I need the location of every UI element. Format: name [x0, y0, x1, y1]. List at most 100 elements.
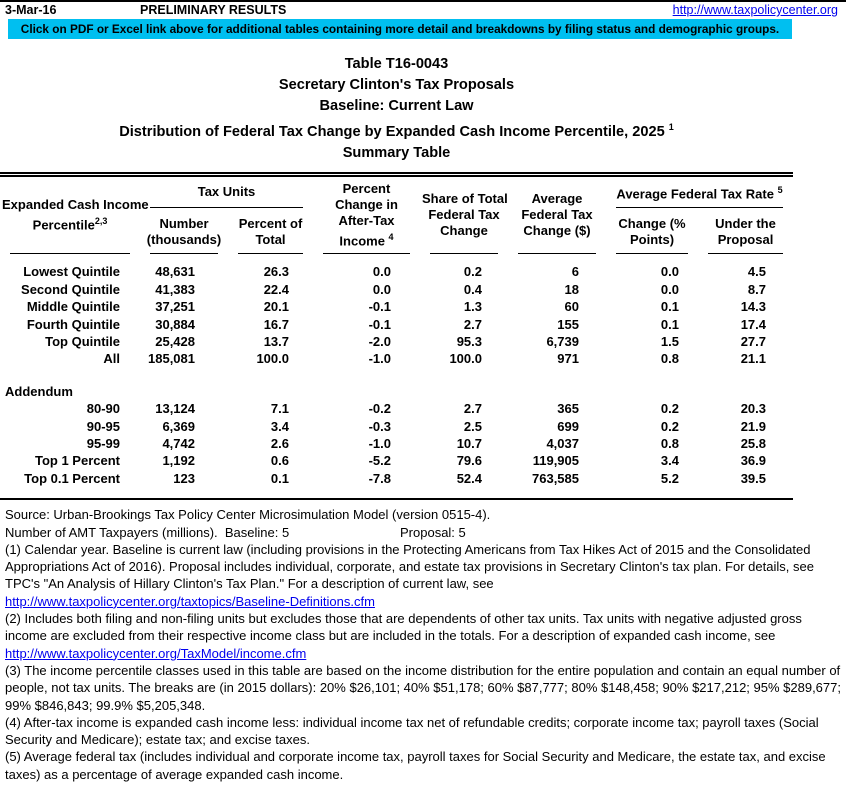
table-cell: 10.7 — [456, 436, 482, 452]
table-cell: 2.6 — [270, 436, 289, 452]
preliminary-results-label: PRELIMINARY RESULTS — [140, 3, 287, 17]
table-cell: 4,037 — [546, 436, 579, 452]
distribution-title: Distribution of Federal Tax Change by Ex… — [119, 122, 674, 140]
baseline-definitions-link[interactable]: http://www.taxpolicycenter.org/taxtopics… — [5, 593, 375, 609]
table-cell: 48,631 — [155, 264, 195, 280]
footnote-5: (5) Average federal tax (includes indivi… — [5, 749, 826, 782]
income-definition-link[interactable]: http://www.taxpolicycenter.org/TaxModel/… — [5, 645, 307, 661]
table-cell: 763,585 — [532, 470, 579, 486]
footnote-ref-1: 1 — [668, 122, 674, 132]
table-number-title: Table T16-0043 — [344, 56, 449, 72]
footnotes: Source: Urban-Brookings Tax Policy Cente… — [0, 506, 846, 783]
table-cell: 13.7 — [263, 333, 289, 349]
amt-baseline-label: Number of AMT Taxpayers (millions). Base… — [5, 524, 290, 540]
table-cell: 13,124 — [155, 401, 195, 417]
table-cell: 1,192 — [162, 453, 195, 469]
table-cell: 27.7 — [740, 333, 766, 349]
table-cell: 52.4 — [456, 470, 482, 486]
table-cell: 26.3 — [263, 264, 289, 280]
table-cell: 2.7 — [463, 316, 482, 332]
row-label: Lowest Quintile — [23, 264, 120, 280]
table-cell: 100.0 — [256, 351, 289, 367]
row-label: Top Quintile — [45, 333, 120, 349]
site-link[interactable]: http://www.taxpolicycenter.org — [672, 3, 838, 17]
table-cell: 123 — [173, 470, 195, 486]
table-cell: 1.5 — [660, 333, 679, 349]
table-cell: 17.4 — [740, 316, 766, 332]
footnote-1: (1) Calendar year. Baseline is current l… — [5, 541, 814, 592]
column-header-percentile: Expanded Cash Income Percentile2,3 — [0, 174, 149, 256]
column-header-under-proposal: Under the Proposal — [698, 210, 793, 256]
column-header-percent-of-total: Percent of Total — [228, 210, 313, 256]
table-cell: 20.3 — [740, 401, 766, 417]
table-cell: 6,739 — [546, 333, 579, 349]
footnote-source: Source: Urban-Brookings Tax Policy Cente… — [5, 507, 491, 523]
info-banner: Click on PDF or Excel link above for add… — [8, 19, 792, 39]
table-cell: 0.8 — [660, 351, 679, 367]
table-cell: 0.1 — [660, 299, 679, 315]
footnote-ref-2-3: 2,3 — [94, 215, 108, 226]
spacer — [0, 256, 793, 263]
table-cell: 18 — [564, 281, 579, 297]
summary-table-title: Summary Table — [342, 144, 451, 161]
table-cell: 0.2 — [660, 418, 679, 434]
table-row: Top 0.1 Percent 123 0.1 -7.8 52.4 763,585 5.2 3… — [0, 470, 793, 487]
table-cell: 25,428 — [155, 333, 195, 349]
table-cell: 1.3 — [463, 299, 482, 315]
table-cell: -0.2 — [368, 401, 391, 417]
column-group-average-federal-tax-rate: Average Federal Tax Rate 5 — [606, 174, 793, 210]
column-group-tax-units: Tax Units — [140, 174, 313, 210]
row-label: Top 0.1 Percent — [24, 470, 120, 486]
column-header-share-of-total: Share of Total Federal Tax Change — [420, 174, 508, 256]
table-cell: -1.0 — [368, 436, 391, 452]
table-cell: 0.1 — [660, 316, 679, 332]
table-cell: 185,081 — [148, 351, 195, 367]
column-header-change-points: Change (% Points) — [606, 210, 698, 256]
table-body-footer-space — [0, 487, 793, 499]
date-label: 3-Mar-16 — [5, 3, 57, 17]
distribution-table: Expanded Cash Income Percentile2,3 Tax U… — [0, 171, 793, 501]
table-cell: 3.4 — [270, 418, 289, 434]
row-label: Fourth Quintile — [26, 316, 120, 332]
spacer — [0, 487, 793, 499]
table-cell: -7.8 — [368, 470, 391, 486]
table-body-addendum: Addendum 80-90 13,124 7.1 -0.2 2.7 365 0.2 20.3… — [0, 368, 793, 487]
table-cell: 4.5 — [747, 264, 766, 280]
table-cell: 6 — [571, 264, 579, 280]
table-cell: 30,884 — [155, 316, 195, 332]
table-cell: 8.7 — [747, 281, 766, 297]
footnote-ref-5: 5 — [777, 184, 783, 195]
table-cell: 0.8 — [660, 436, 679, 452]
table-cell: 0.2 — [463, 264, 482, 280]
table-cell: 0.1 — [270, 470, 289, 486]
table-cell: 365 — [557, 401, 579, 417]
footnote-3: (3) The income percentile classes used i… — [5, 662, 841, 713]
table-cell: 36.9 — [740, 453, 766, 469]
proposal-title: Secretary Clinton's Tax Proposals — [278, 77, 515, 93]
table-cell: 39.5 — [740, 470, 766, 486]
table-cell: 0.0 — [660, 264, 679, 280]
column-header-pct-change-after-tax-income: Percent Change in After-Tax Income 4 — [313, 174, 420, 256]
table-cell: 5.2 — [660, 470, 679, 486]
table-cell: 41,383 — [155, 281, 195, 297]
table-cell: 971 — [557, 351, 579, 367]
table-row: All 185,081 100.0 -1.0 100.0 971 0.8 21.1 — [0, 350, 793, 367]
table-header: Expanded Cash Income Percentile2,3 Tax U… — [0, 174, 793, 256]
table-row: 90-95 6,369 3.4 -0.3 2.5 699 0.2 21.9 — [0, 418, 793, 435]
table-cell: 37,251 — [155, 299, 195, 315]
table-row: Top 1 Percent 1,192 0.6 -5.2 79.6 119,905 3.4 3… — [0, 452, 793, 469]
row-label: 95-99 — [86, 436, 120, 452]
table-cell: 155 — [557, 316, 579, 332]
table-cell: 7.1 — [270, 401, 289, 417]
table-cell: -1.0 — [368, 351, 391, 367]
table-row: Top Quintile 25,428 13.7 -2.0 95.3 6,739 1.5 27… — [0, 333, 793, 350]
table-body-main: Lowest Quintile 48,631 26.3 0.0 0.2 6 0.0 4.5 Se… — [0, 256, 793, 367]
row-label: Middle Quintile — [26, 299, 120, 315]
table-cell: 0.4 — [463, 281, 482, 297]
column-header-number-thousands: Number (thousands) — [140, 210, 228, 256]
table-cell: 95.3 — [456, 333, 482, 349]
top-header: 3-Mar-16 PRELIMINARY RESULTS http://www.… — [0, 2, 846, 19]
table-cell: -0.1 — [368, 299, 391, 315]
spacer — [0, 368, 793, 383]
table-cell: 100.0 — [449, 351, 482, 367]
